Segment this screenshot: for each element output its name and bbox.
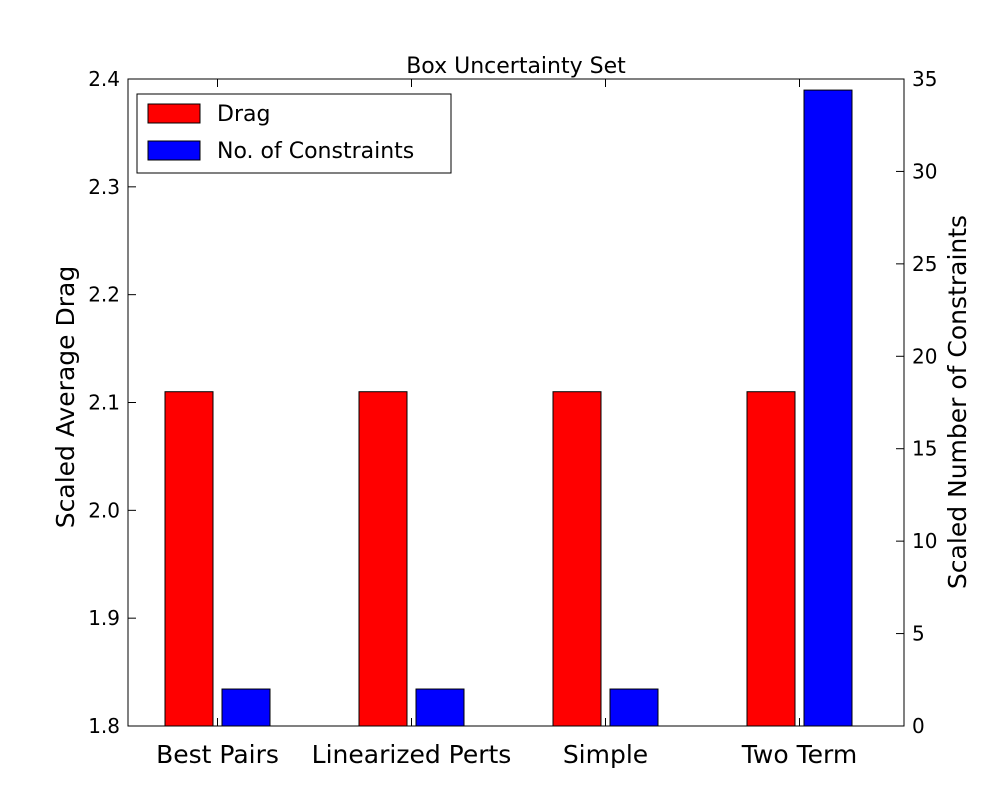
chart-title: Box Uncertainty Set bbox=[406, 54, 626, 79]
category-label: Two Term bbox=[741, 740, 857, 769]
right-tick-label: 20 bbox=[912, 344, 937, 368]
left-tick-label: 2.0 bbox=[88, 498, 120, 522]
legend-label-constraints: No. of Constraints bbox=[217, 139, 414, 164]
plot-frame bbox=[127, 78, 905, 727]
bar-no-of-constraints-1 bbox=[221, 688, 271, 727]
legend-swatch-constraints bbox=[147, 140, 201, 161]
y2-axis-title: Scaled Number of Constraints bbox=[943, 215, 972, 589]
right-tick-label: 10 bbox=[912, 529, 937, 553]
left-tick-label: 2.2 bbox=[88, 283, 120, 307]
right-tick-label: 25 bbox=[912, 252, 937, 276]
right-tick-label: 30 bbox=[912, 159, 937, 183]
left-tick-label: 2.1 bbox=[88, 391, 120, 415]
bar-no-of-constraints-3 bbox=[609, 688, 659, 727]
legend-swatch-drag bbox=[147, 103, 201, 124]
category-labels: Best Pairs Linearized Perts Simple Two Term bbox=[156, 79, 857, 769]
legend-label-drag: Drag bbox=[217, 102, 270, 127]
y-axis-title: Scaled Average Drag bbox=[51, 266, 80, 528]
left-axis-ticks: 1.8 1.9 2.0 2.1 2.2 2.3 2.4 bbox=[88, 67, 136, 738]
legend: Drag No. of Constraints bbox=[136, 93, 452, 174]
right-tick-label: 15 bbox=[912, 437, 937, 461]
category-label: Simple bbox=[563, 740, 648, 769]
right-tick-label: 0 bbox=[912, 714, 925, 738]
bar-drag-4 bbox=[746, 391, 796, 727]
right-axis-ticks: 0 5 10 15 20 25 30 35 bbox=[896, 67, 937, 738]
bar-drag-3 bbox=[552, 391, 602, 727]
bars-layer bbox=[164, 89, 853, 727]
left-tick-label: 1.8 bbox=[88, 714, 120, 738]
category-label: Linearized Perts bbox=[312, 740, 512, 769]
right-tick-label: 35 bbox=[912, 67, 937, 91]
bar-drag-2 bbox=[358, 391, 408, 727]
bar-drag-1 bbox=[164, 391, 214, 727]
category-label: Best Pairs bbox=[156, 740, 279, 769]
right-tick-label: 5 bbox=[912, 622, 925, 646]
left-tick-label: 2.4 bbox=[88, 67, 120, 91]
left-tick-label: 2.3 bbox=[88, 175, 120, 199]
left-tick-label: 1.9 bbox=[88, 606, 120, 630]
bar-no-of-constraints-4 bbox=[803, 89, 853, 727]
bar-no-of-constraints-2 bbox=[415, 688, 465, 727]
